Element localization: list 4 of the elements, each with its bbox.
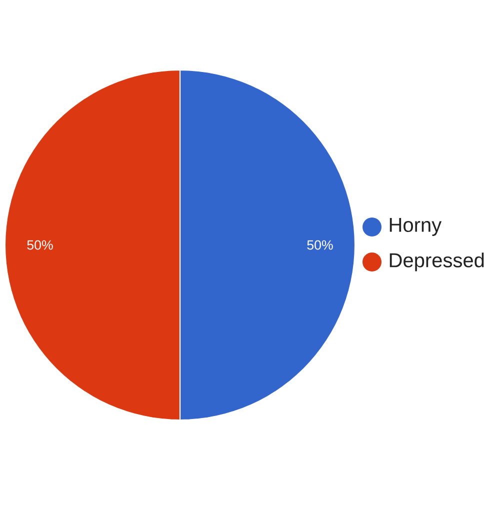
legend-label: Depressed bbox=[390, 252, 484, 272]
data-label: 50% bbox=[307, 240, 333, 250]
legend-label: Horny bbox=[390, 218, 442, 236]
data-label: 50% bbox=[27, 240, 53, 250]
